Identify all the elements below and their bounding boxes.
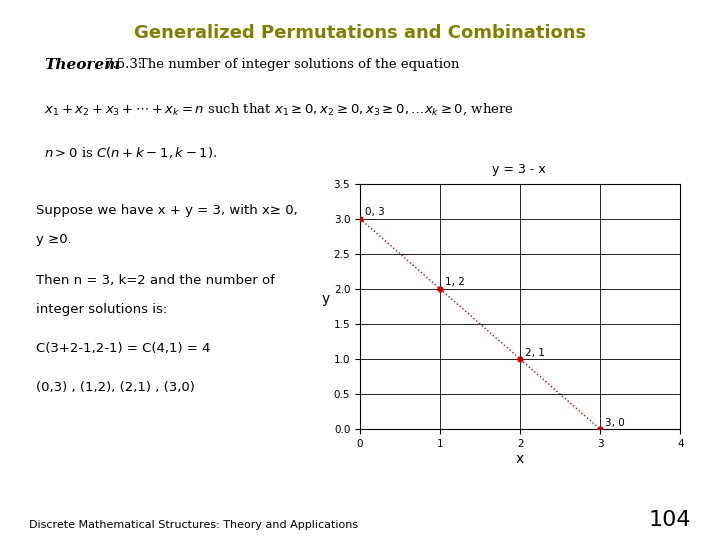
- Text: (0,3) , (1,2), (2,1) , (3,0): (0,3) , (1,2), (2,1) , (3,0): [36, 381, 195, 394]
- Text: Generalized Permutations and Combinations: Generalized Permutations and Combination…: [134, 24, 586, 42]
- Text: Discrete Mathematical Structures: Theory and Applications: Discrete Mathematical Structures: Theory…: [29, 520, 358, 530]
- Text: 7.5.3:: 7.5.3:: [104, 58, 143, 71]
- Text: Theorem: Theorem: [44, 58, 120, 72]
- Text: $n > 0$ is $C(n + k - 1, k - 1)$.: $n > 0$ is $C(n + k - 1, k - 1)$.: [44, 145, 217, 160]
- Text: y ≥0.: y ≥0.: [36, 233, 72, 246]
- Text: 2, 1: 2, 1: [525, 348, 545, 357]
- Text: $x_1 + x_2 + x_3 + \cdots + x_k = n$ such that $x_1 \geq 0, x_2 \geq 0, x_3 \geq: $x_1 + x_2 + x_3 + \cdots + x_k = n$ suc…: [44, 102, 514, 117]
- Text: The number of integer solutions of the equation: The number of integer solutions of the e…: [139, 58, 459, 71]
- Text: integer solutions is:: integer solutions is:: [36, 303, 167, 316]
- Text: Then n = 3, k=2 and the number of: Then n = 3, k=2 and the number of: [36, 274, 275, 287]
- Text: Suppose we have x + y = 3, with x≥ 0,: Suppose we have x + y = 3, with x≥ 0,: [36, 204, 298, 217]
- Text: 3, 0: 3, 0: [605, 418, 625, 428]
- Text: 104: 104: [649, 510, 691, 530]
- Text: 0, 3: 0, 3: [365, 207, 384, 217]
- Text: 1, 2: 1, 2: [445, 278, 465, 287]
- Text: y = 3 - x: y = 3 - x: [492, 163, 545, 176]
- Y-axis label: y: y: [321, 293, 330, 306]
- Text: C(3+2-1,2-1) = C(4,1) = 4: C(3+2-1,2-1) = C(4,1) = 4: [36, 342, 210, 355]
- X-axis label: x: x: [516, 452, 524, 466]
